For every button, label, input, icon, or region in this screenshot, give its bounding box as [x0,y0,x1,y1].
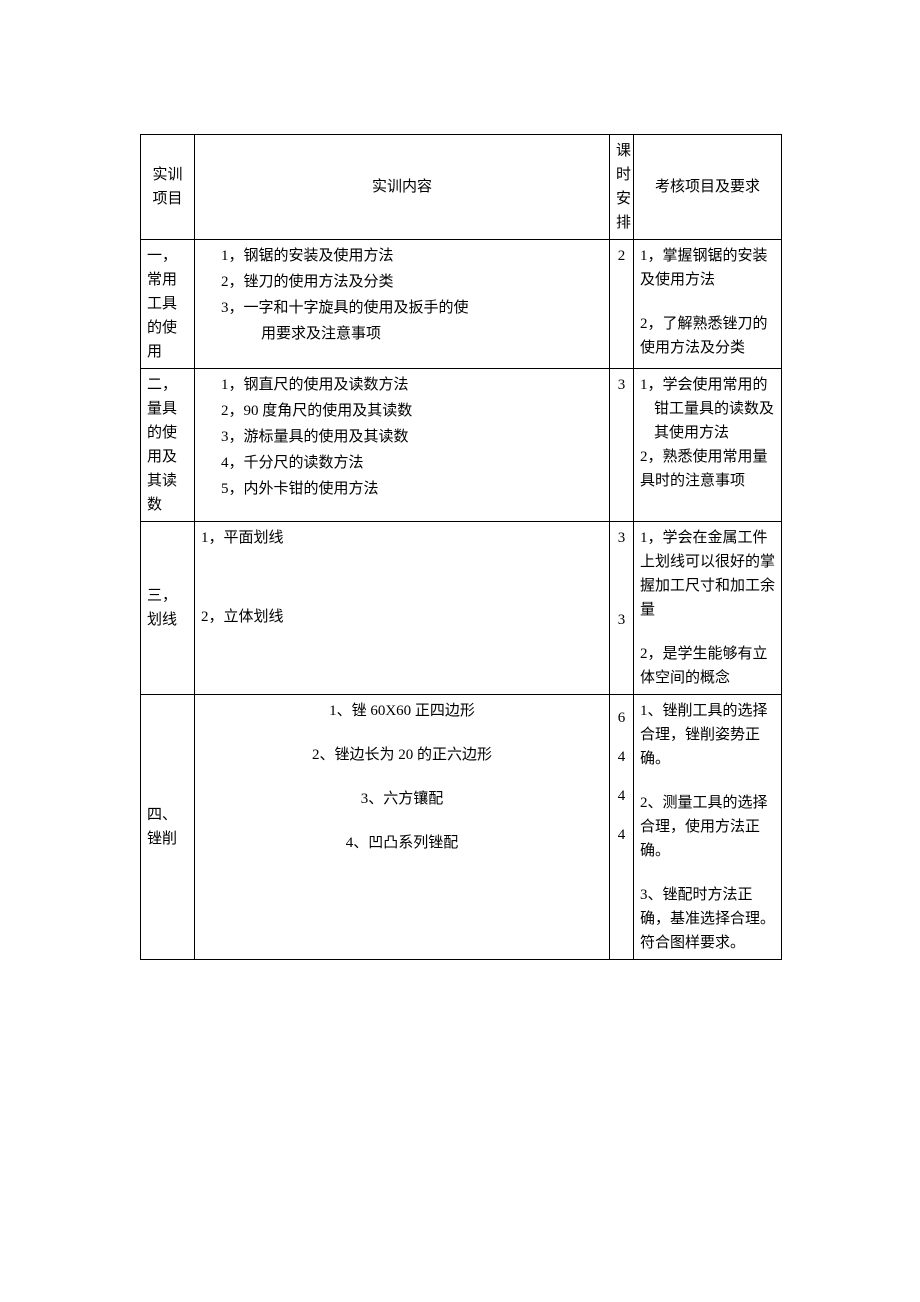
hours-cell: 3 [610,369,634,522]
hours-value: 3 [612,526,631,550]
hours-value: 4 [612,777,631,816]
content-item: 1、锉 60X60 正四边形 [201,699,603,723]
project-label: 四、锉削 [147,807,177,847]
content-item: 1，钢直尺的使用及读数方法 [241,373,603,397]
header-project: 实训 项目 [141,135,195,240]
content-cell: 1、锉 60X60 正四边形 2、锉边长为 20 的正六边形 3、六方镶配 4、… [195,695,610,960]
project-cell: 三，划线 [141,522,195,695]
assess-item: 2，了解熟悉锉刀的使用方法及分类 [640,312,775,360]
assess-item: 3、锉配时方法正确，基准选择合理。符合图样要求。 [640,883,775,955]
content-item: 3、六方镶配 [201,787,603,811]
content-item: 4、凹凸系列锉配 [201,831,603,855]
project-cell: 四、锉削 [141,695,195,960]
table-row: 四、锉削 1、锉 60X60 正四边形 2、锉边长为 20 的正六边形 3、六方… [141,695,782,960]
content-item: 4，千分尺的读数方法 [241,451,603,475]
assess-cell: 1，学会使用常用的钳工量具的读数及其使用方法 2，熟悉使用常用量具时的注意事项 [634,369,782,522]
content-cell: 1，平面划线 2，立体划线 [195,522,610,695]
content-item: 3，游标量具的使用及其读数 [241,425,603,449]
table-row: 三，划线 1，平面划线 2，立体划线 3 3 1，学会在金属工件上划线可以很好的… [141,522,782,695]
content-item: 1，平面划线 [201,526,603,550]
hours-value: 6 [612,699,631,738]
hours-value: 3 [618,612,626,628]
header-content-label: 实训内容 [372,179,432,195]
assess-item: 2，熟悉使用常用量具时的注意事项 [640,445,775,493]
assess-item: 1，掌握钢锯的安装及使用方法 [640,244,775,292]
header-hours-label: 课 时 安 排 [616,143,631,231]
hours-value: 4 [612,738,631,777]
table-header-row: 实训 项目 实训内容 课 时 安 排 考核项目及要求 [141,135,782,240]
project-cell: 二，量具的使用及其读数 [141,369,195,522]
table-row: 二，量具的使用及其读数 1，钢直尺的使用及读数方法 2，90 度角尺的使用及其读… [141,369,782,522]
assess-cell: 1，学会在金属工件上划线可以很好的掌握加工尺寸和加工余量 2，是学生能够有立体空… [634,522,782,695]
hours-cell: 6 4 4 4 [610,695,634,960]
assess-cell: 1，掌握钢锯的安装及使用方法 2，了解熟悉锉刀的使用方法及分类 [634,240,782,369]
content-item: 2，立体划线 [201,605,603,629]
hours-value: 3 [618,377,626,393]
assess-item: 1，学会在金属工件上划线可以很好的掌握加工尺寸和加工余量 [640,526,775,622]
training-table: 实训 项目 实训内容 课 时 安 排 考核项目及要求 一，常用工具的使用 1，钢… [140,134,782,960]
assess-item: 1、锉削工具的选择合理，锉削姿势正确。 [640,699,775,771]
content-item: 3，一字和十字旋具的使用及扳手的使 [241,296,603,320]
header-project-label: 实训 项目 [152,167,182,207]
hours-cell: 2 [610,240,634,369]
header-hours: 课 时 安 排 [610,135,634,240]
content-item: 5，内外卡钳的使用方法 [241,477,603,501]
assess-cell: 1、锉削工具的选择合理，锉削姿势正确。 2、测量工具的选择合理，使用方法正确。 … [634,695,782,960]
project-label: 二，量具的使用及其读数 [147,377,177,513]
project-cell: 一，常用工具的使用 [141,240,195,369]
hours-value: 2 [618,248,626,264]
project-label: 三，划线 [147,588,177,628]
hours-cell: 3 3 [610,522,634,695]
assess-item: 2、测量工具的选择合理，使用方法正确。 [640,791,775,863]
content-item: 2，锉刀的使用方法及分类 [241,270,603,294]
assess-item: 1，学会使用常用的钳工量具的读数及其使用方法 [654,373,775,445]
content-item: 2、锉边长为 20 的正六边形 [201,743,603,767]
content-item: 2，90 度角尺的使用及其读数 [241,399,603,423]
content-item: 1，钢锯的安装及使用方法 [241,244,603,268]
project-label: 一，常用工具的使用 [147,248,177,360]
content-cell: 1，钢锯的安装及使用方法 2，锉刀的使用方法及分类 3，一字和十字旋具的使用及扳… [195,240,610,369]
header-assess: 考核项目及要求 [634,135,782,240]
hours-value: 4 [612,816,631,855]
assess-item: 2，是学生能够有立体空间的概念 [640,642,775,690]
content-item: 用要求及注意事项 [261,322,603,346]
header-assess-label: 考核项目及要求 [655,179,760,195]
content-cell: 1，钢直尺的使用及读数方法 2，90 度角尺的使用及其读数 3，游标量具的使用及… [195,369,610,522]
header-content: 实训内容 [195,135,610,240]
table-row: 一，常用工具的使用 1，钢锯的安装及使用方法 2，锉刀的使用方法及分类 3，一字… [141,240,782,369]
